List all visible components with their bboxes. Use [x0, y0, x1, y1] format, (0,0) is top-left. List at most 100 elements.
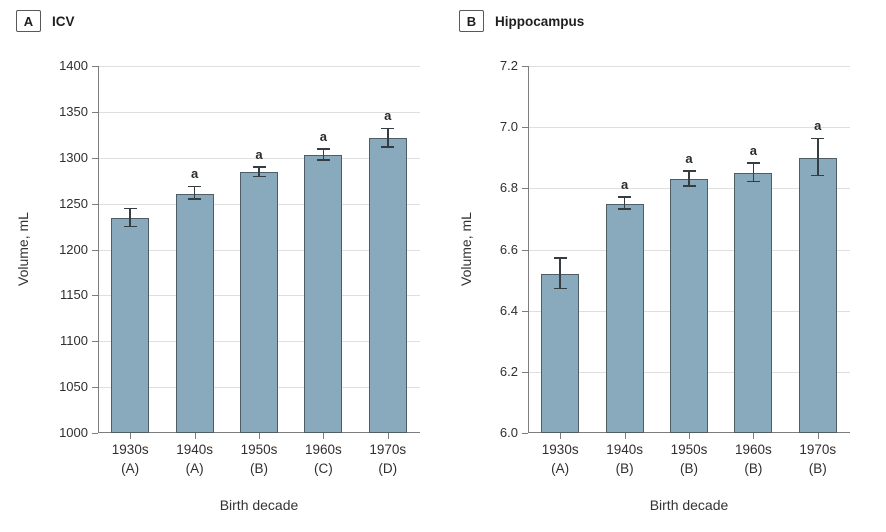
y-tick-label: 7.0: [499, 119, 518, 135]
error-bar-cap-bottom: [553, 287, 567, 290]
y-axis-title: Volume, mL: [15, 212, 31, 287]
x-tick: [560, 433, 562, 439]
panel-hippocampus: B Hippocampus Volume, mL 6.0 6.2 6.4 6.6 6.8…: [443, 0, 886, 532]
significance-label: a: [319, 128, 328, 144]
y-tick: [92, 249, 98, 251]
error-bar-cap-top: [811, 137, 825, 140]
x-tick-label: 1960s (B): [734, 442, 772, 476]
x-tick-label: 1970s (B): [799, 442, 837, 476]
significance-label: a: [749, 142, 758, 158]
x-axis-title: Birth decade: [219, 497, 299, 513]
y-tick: [92, 341, 98, 343]
y-tick-label: 7.2: [499, 58, 518, 73]
error-bar-line: [387, 129, 389, 148]
y-tick: [522, 371, 528, 373]
x-tick: [624, 433, 626, 439]
y-tick-label: 6.2: [499, 363, 518, 379]
error-bar-line: [817, 139, 819, 177]
bar: [240, 172, 278, 433]
y-axis-line: [528, 66, 529, 433]
error-bar-line: [688, 171, 690, 187]
gridline: [529, 127, 850, 129]
x-axis-title: Birth decade: [649, 497, 729, 513]
bar: [175, 193, 214, 433]
x-tick-label: 1940s (B): [606, 442, 643, 476]
bar: [111, 218, 150, 433]
x-tick: [817, 433, 819, 439]
y-tick-label: 1250: [59, 195, 88, 211]
error-bar-cap-bottom: [316, 159, 330, 161]
x-tick: [689, 433, 690, 439]
error-bar-cap-bottom: [188, 198, 202, 200]
y-tick-label: 6.4: [499, 302, 518, 318]
y-tick: [92, 387, 98, 389]
y-tick-label: 6.8: [499, 180, 518, 196]
error-bar-cap-top: [252, 166, 266, 168]
panel-title: Hippocampus: [495, 13, 585, 29]
y-tick-label: 6.6: [499, 241, 518, 257]
error-bar-cap-top: [381, 127, 395, 130]
gridline: [529, 66, 850, 67]
y-tick: [522, 310, 528, 312]
x-tick-label: 1940s (A): [176, 442, 213, 476]
error-bar-cap-top: [316, 148, 330, 150]
gridline: [99, 66, 420, 67]
x-tick-label: 1970s (D): [369, 442, 407, 476]
x-tick: [753, 433, 755, 439]
y-tick-label: 6.0: [499, 425, 518, 440]
significance-label: a: [384, 108, 392, 124]
y-axis-line: [98, 66, 99, 433]
x-tick: [194, 433, 196, 439]
panel-header: B Hippocampus: [459, 10, 584, 32]
x-tick: [130, 433, 132, 439]
bar: [798, 157, 837, 433]
bar: [670, 179, 708, 433]
panel-header: A ICV: [16, 10, 75, 32]
bar: [605, 203, 644, 433]
error-bar-cap-bottom: [252, 175, 266, 178]
bar: [368, 138, 407, 433]
y-tick-label: 1400: [59, 58, 88, 73]
significance-label: a: [685, 150, 693, 166]
x-tick-label: 1960s (C): [304, 442, 342, 476]
significance-label: a: [814, 118, 822, 134]
bar: [304, 155, 343, 433]
y-tick: [522, 433, 528, 434]
error-bar-cap-bottom: [746, 180, 760, 183]
error-bar-cap-top: [746, 162, 760, 164]
y-tick: [92, 111, 98, 113]
x-tick: [387, 433, 389, 439]
y-tick: [92, 433, 98, 434]
significance-label: a: [255, 146, 263, 162]
y-tick: [92, 203, 98, 205]
significance-label: a: [620, 176, 629, 192]
y-tick-label: 1000: [59, 425, 88, 440]
error-bar-cap-bottom: [381, 146, 395, 148]
y-tick-label: 1050: [59, 379, 88, 395]
error-bar-cap-top: [682, 170, 696, 172]
error-bar-line: [193, 187, 196, 200]
error-bar-line: [559, 258, 561, 290]
error-bar-line: [129, 209, 131, 228]
y-tick: [522, 249, 528, 251]
x-tick: [259, 433, 260, 439]
y-tick-label: 1350: [59, 103, 88, 119]
x-tick-label: 1950s (B): [240, 442, 278, 476]
error-bar-cap-bottom: [811, 174, 825, 177]
y-tick: [92, 157, 98, 159]
panel-icv: A ICV Volume, mL 1000 1050 1100 1150 1200 125…: [15, 10, 420, 513]
plot-area: 6.0 6.2 6.4 6.6 6.8 7.0 7.2 1930s (A) a 1940s (B)…: [500, 58, 850, 476]
x-tick-label: 1950s (B): [670, 442, 708, 476]
y-tick-label: 1200: [59, 241, 88, 257]
y-tick: [522, 188, 528, 190]
error-bar-cap-top: [188, 185, 202, 188]
error-bar-cap-top: [123, 207, 137, 210]
significance-label: a: [190, 166, 199, 182]
panel-title: ICV: [52, 13, 75, 29]
error-bar-cap-bottom: [618, 208, 632, 210]
error-bar-cap-bottom: [682, 185, 696, 187]
y-tick-label: 1150: [60, 287, 88, 303]
gridline: [99, 157, 420, 159]
error-bar-line: [623, 197, 626, 210]
